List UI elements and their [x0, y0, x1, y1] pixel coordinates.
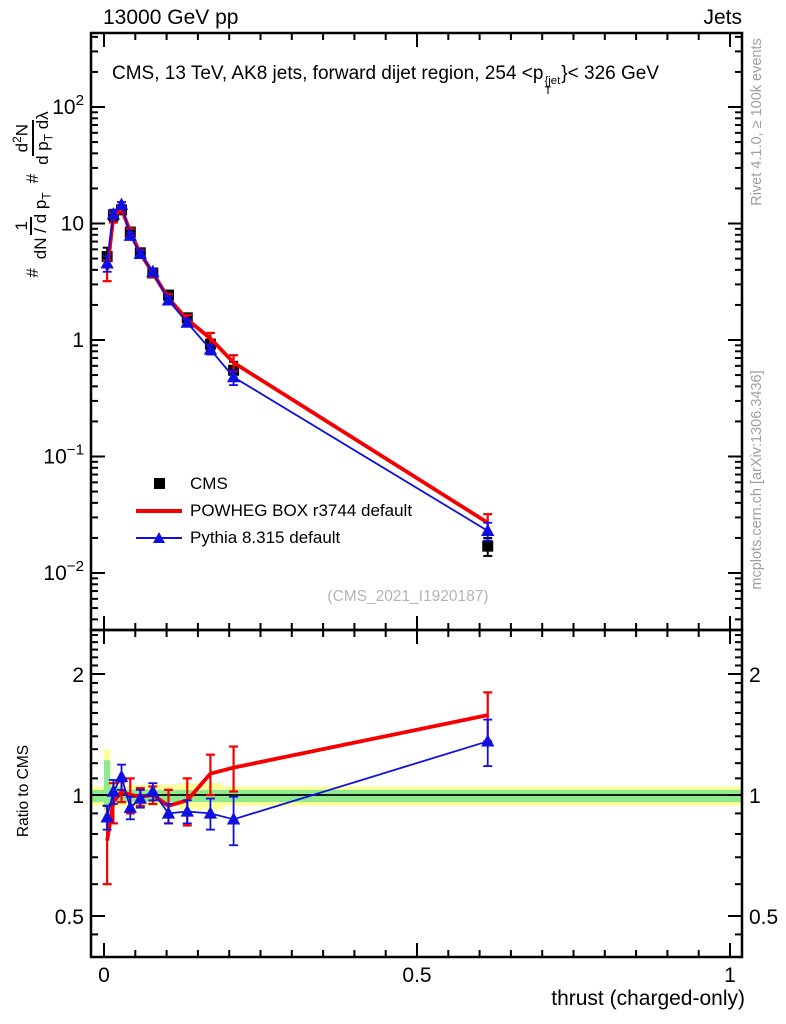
ylabel-frac1-denominator: dN / d pT — [31, 192, 54, 260]
legend-label-cms: CMS — [190, 473, 228, 493]
pt-jet-subscript: T — [544, 85, 552, 98]
legend-label-pythia: Pythia 8.315 default — [190, 527, 341, 547]
svg-text:0.5: 0.5 — [749, 906, 778, 929]
ylabel-hash-1: # — [23, 268, 42, 278]
plot-title: CMS, 13 TeV, AK8 jets, forward dijet reg… — [112, 63, 659, 97]
ylabel-frac1-numerator: 1 — [12, 217, 33, 235]
svg-text:0.5: 0.5 — [402, 964, 431, 987]
plot-title-prefix: CMS, 13 TeV, AK8 jets, forward dijet reg… — [112, 63, 544, 84]
pt-jet-superscript: {jet — [544, 74, 561, 87]
pythia-series — [100, 197, 495, 542]
legend-label-powheg: POWHEG BOX r3744 default — [190, 500, 413, 520]
cms-square-marker-icon — [128, 478, 190, 489]
legend-item-pythia: Pythia 8.315 default — [128, 524, 412, 551]
svg-text:0: 0 — [98, 964, 110, 987]
ylabel-frac2-denominator: d pT dλ — [32, 111, 56, 165]
rivet-version-note: Rivet 4.1.0, ≥ 100k events — [749, 38, 765, 206]
svg-text:10: 10 — [61, 213, 84, 236]
svg-text:1: 1 — [72, 785, 84, 808]
panel-frames — [89, 31, 744, 959]
axis-tick-labels: 0 0.5 1 102 10 1 10−1 10−2 2 2 1 1 0.5 0.5 — [43, 92, 778, 987]
ylabel-fraction-2: d2N d pT dλ — [10, 107, 56, 169]
ylabel-fraction-1: 1 dN / d pT — [12, 188, 54, 263]
powheg-line-marker-icon — [128, 508, 190, 513]
ylabel-hash-2: # — [23, 173, 42, 184]
analysis-id-watermark: (CMS_2021_I1920187) — [327, 588, 489, 605]
legend-item-powheg: POWHEG BOX r3744 default — [128, 497, 412, 524]
svg-text:102: 102 — [52, 92, 84, 119]
ylabel-frac2-numerator: d2N — [10, 119, 34, 157]
ratio-y-axis-label: Ratio to CMS — [15, 744, 32, 838]
pythia-ratio-series — [100, 718, 495, 847]
svg-text:10−2: 10−2 — [43, 558, 84, 585]
header-analysis-label: Jets — [703, 6, 742, 29]
mcplots-arxiv-note: mcplots.cern.ch [arXiv:1306.3436] — [749, 370, 765, 590]
svg-text:2: 2 — [749, 664, 761, 687]
legend: CMS POWHEG BOX r3744 default Pythia 8.31… — [128, 470, 412, 551]
svg-text:10−1: 10−1 — [43, 442, 84, 469]
main-y-axis-label: # 1 dN / d pT # d2N d pT dλ — [1, 35, 65, 345]
plot-title-suffix: }< 326 GeV — [561, 63, 660, 84]
svg-text:2: 2 — [72, 664, 84, 687]
svg-text:0.5: 0.5 — [55, 906, 84, 929]
svg-text:1: 1 — [724, 964, 736, 987]
svg-text:1: 1 — [72, 329, 84, 352]
pythia-triangle-marker-icon — [128, 531, 190, 544]
svg-text:1: 1 — [749, 785, 761, 808]
x-axis-label: thrust (charged-only) — [551, 987, 745, 1010]
header-beam-label: 13000 GeV pp — [103, 6, 239, 29]
legend-item-cms: CMS — [128, 470, 412, 497]
pt-jet-supsub: {jet T — [544, 74, 561, 98]
